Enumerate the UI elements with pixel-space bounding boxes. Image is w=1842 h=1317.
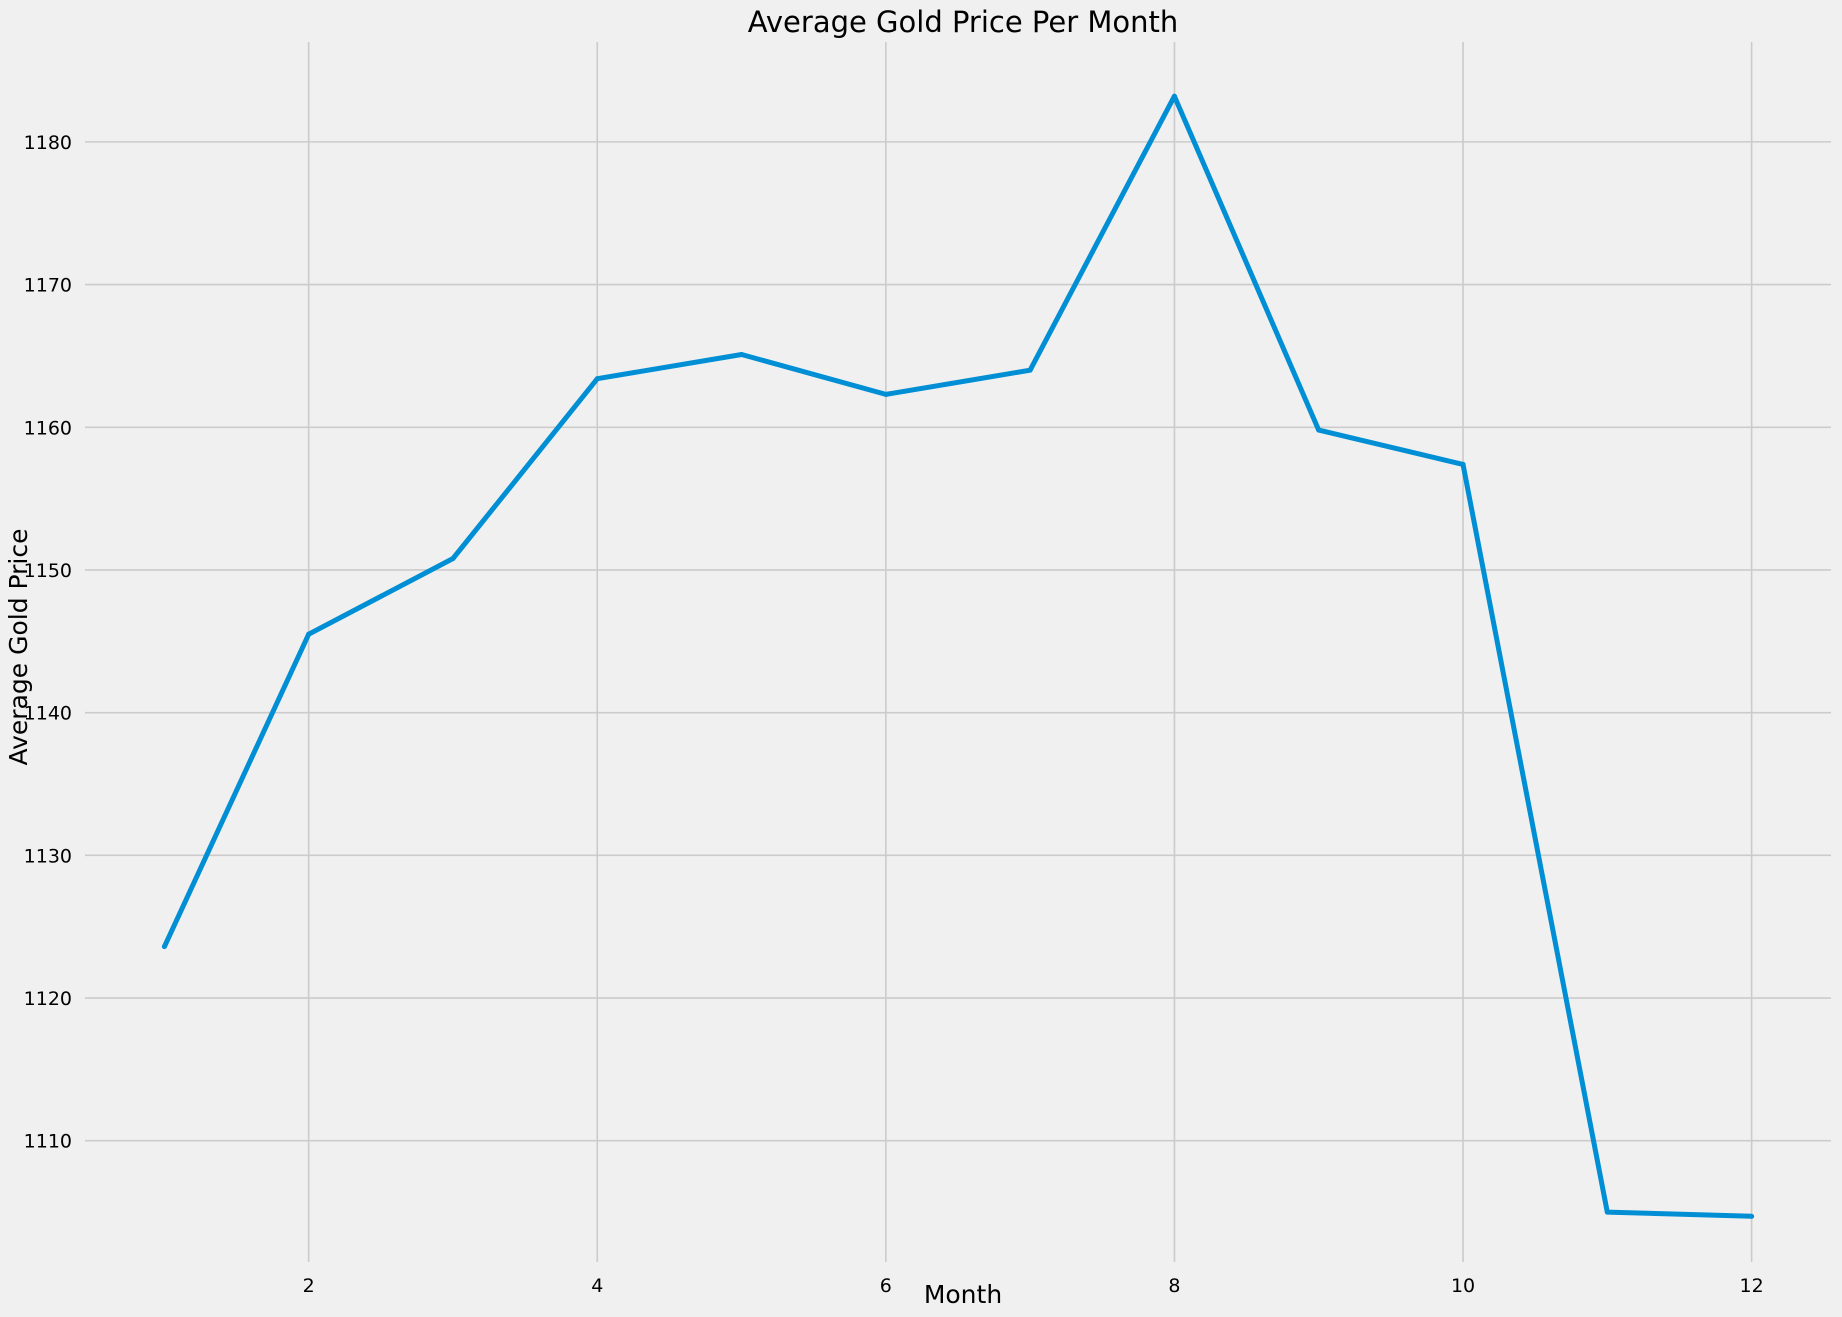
data-point	[1027, 367, 1033, 373]
series-line	[162, 93, 1752, 1219]
x-tick-label: 10	[1451, 1275, 1475, 1297]
grid	[85, 42, 1831, 1262]
data-point	[1316, 427, 1322, 433]
x-tick-labels: 2 4 6 8 10 12	[303, 1275, 1764, 1297]
data-point	[1604, 1209, 1610, 1215]
series-layer	[161, 93, 1755, 1219]
y-tick-label: 1120	[24, 988, 72, 1010]
data-point	[161, 944, 167, 950]
x-tick-label: 2	[303, 1275, 315, 1297]
y-tick-labels: 1110 1120 1130 1140 1150 1160 1170 1180	[24, 132, 72, 1153]
y-tick-label: 1150	[24, 560, 72, 582]
data-point	[1460, 461, 1466, 467]
x-tick-label: 4	[591, 1275, 603, 1297]
data-point	[739, 351, 745, 357]
data-point	[306, 631, 312, 637]
y-axis-label: Average Gold Price	[4, 528, 33, 765]
data-point	[1749, 1213, 1755, 1219]
y-tick-label: 1160	[24, 417, 72, 439]
chart-title: Average Gold Price Per Month	[748, 5, 1179, 39]
x-tick-label: 8	[1168, 1275, 1180, 1297]
y-tick-label: 1140	[24, 703, 72, 725]
y-tick-label: 1170	[24, 275, 72, 297]
data-point	[594, 376, 600, 382]
data-point	[883, 391, 889, 397]
y-tick-label: 1130	[24, 845, 72, 867]
data-point	[1171, 93, 1177, 99]
x-axis-label: Month	[924, 1280, 1002, 1309]
data-point	[450, 556, 456, 562]
x-tick-label: 6	[880, 1275, 892, 1297]
y-tick-label: 1110	[24, 1131, 72, 1153]
y-tick-label: 1180	[24, 132, 72, 154]
x-tick-label: 12	[1740, 1275, 1764, 1297]
